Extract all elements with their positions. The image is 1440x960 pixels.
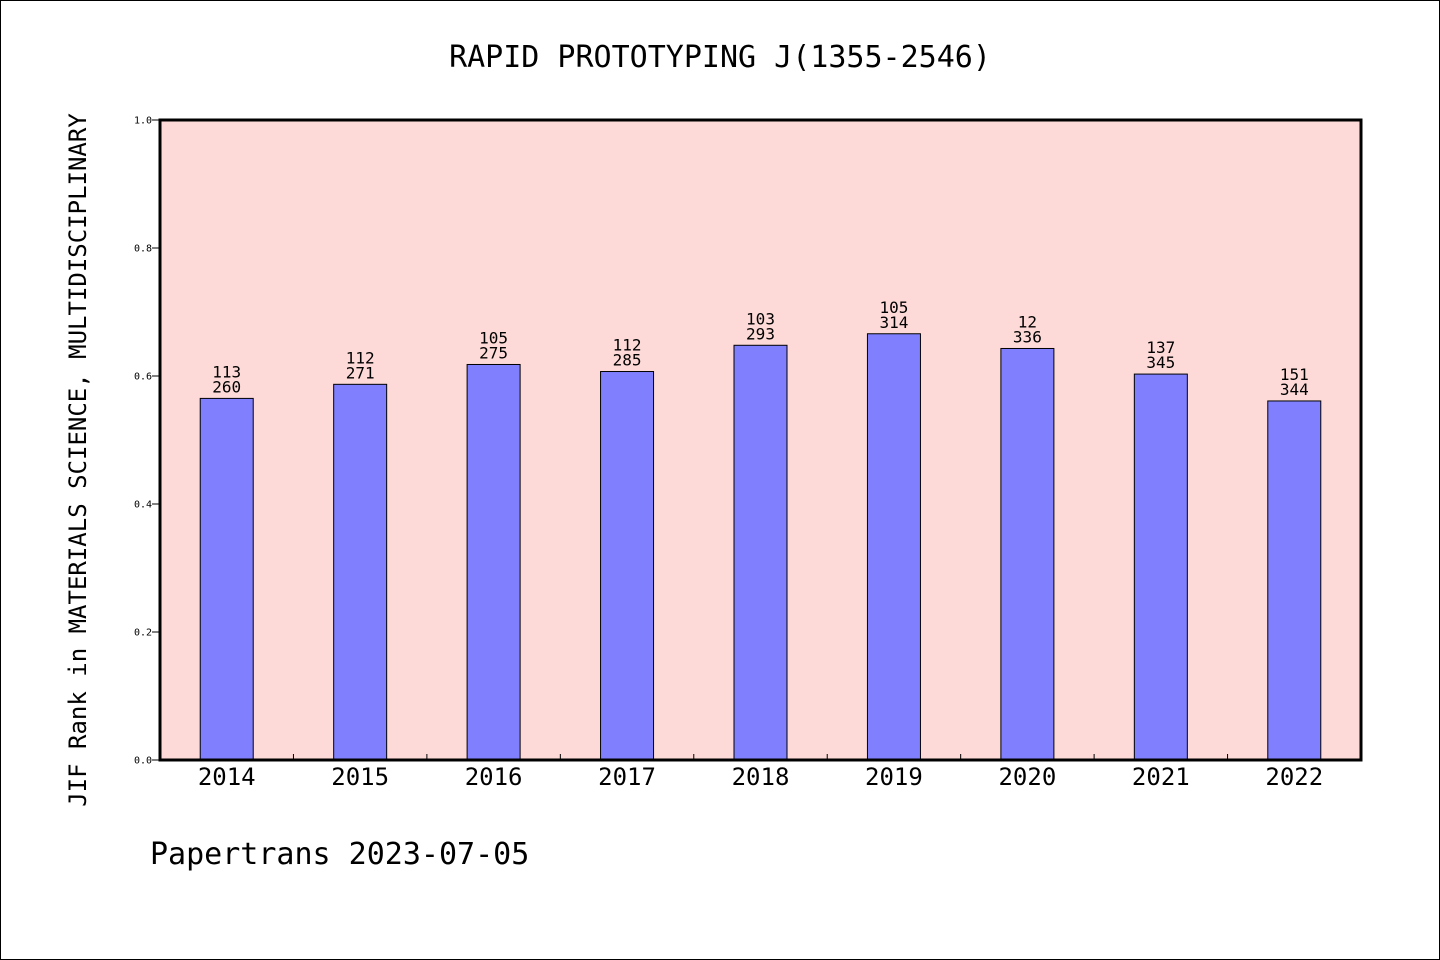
bar-rank-label: 105 bbox=[879, 298, 908, 317]
x-tick-label: 2020 bbox=[998, 763, 1056, 791]
bar-total-label: 293 bbox=[746, 324, 775, 343]
x-tick-label: 2018 bbox=[732, 763, 790, 791]
bar-rank-label: 151 bbox=[1280, 365, 1309, 384]
bar-total-label: 344 bbox=[1280, 380, 1309, 399]
bar-rank-label: 113 bbox=[212, 362, 241, 381]
y-axis-label: JIF Rank in MATERIALS SCIENCE, MULTIDISC… bbox=[64, 113, 92, 807]
footer-text: Papertrans 2023-07-05 bbox=[150, 837, 529, 872]
bar-total-label: 314 bbox=[879, 313, 908, 332]
y-tick-label: 0.8 bbox=[134, 244, 152, 255]
bar-2022 bbox=[1267, 400, 1322, 761]
bar-rank-label: 12 bbox=[1018, 312, 1037, 331]
bar-rank-label: 105 bbox=[479, 328, 508, 347]
bar-2021 bbox=[1133, 373, 1188, 761]
bar-2018 bbox=[733, 344, 788, 761]
x-tick-label: 2017 bbox=[598, 763, 656, 791]
bar-total-label: 260 bbox=[212, 377, 241, 396]
bar-rank-label: 137 bbox=[1146, 338, 1175, 357]
bar-rank-label: 112 bbox=[613, 336, 642, 355]
bar-2017 bbox=[600, 371, 655, 761]
plot-border bbox=[158, 118, 1363, 762]
bar-total-label: 345 bbox=[1146, 353, 1175, 372]
x-tick-label: 2022 bbox=[1265, 763, 1323, 791]
x-tick-label: 2016 bbox=[465, 763, 523, 791]
bar-rank-label: 112 bbox=[346, 348, 375, 367]
x-tick-label: 2019 bbox=[865, 763, 923, 791]
y-tick-label: 0.0 bbox=[134, 756, 152, 767]
bar-2015 bbox=[333, 383, 388, 761]
bar-total-label: 336 bbox=[1013, 327, 1042, 346]
y-tick-label: 0.2 bbox=[134, 628, 152, 639]
bar-2019 bbox=[866, 333, 921, 761]
bar-total-label: 275 bbox=[479, 343, 508, 362]
y-tick-label: 0.4 bbox=[134, 500, 152, 511]
x-tick-label: 2021 bbox=[1132, 763, 1190, 791]
y-tick-label: 0.6 bbox=[134, 372, 152, 383]
x-tick-label: 2014 bbox=[198, 763, 256, 791]
bars-group bbox=[199, 333, 1322, 761]
bar-2014 bbox=[199, 397, 254, 761]
bar-total-label: 285 bbox=[613, 351, 642, 370]
bar-total-label: 271 bbox=[346, 363, 375, 382]
bar-2020 bbox=[1000, 347, 1055, 761]
y-tick-label: 1.0 bbox=[134, 116, 152, 127]
chart-title: RAPID PROTOTYPING J(1355-2546) bbox=[449, 40, 991, 75]
x-tick-label: 2015 bbox=[331, 763, 389, 791]
labels-group: 1132602014112271201510527520161122852017… bbox=[198, 298, 1323, 791]
bar-2016 bbox=[466, 363, 521, 761]
bar-rank-label: 103 bbox=[746, 309, 775, 328]
